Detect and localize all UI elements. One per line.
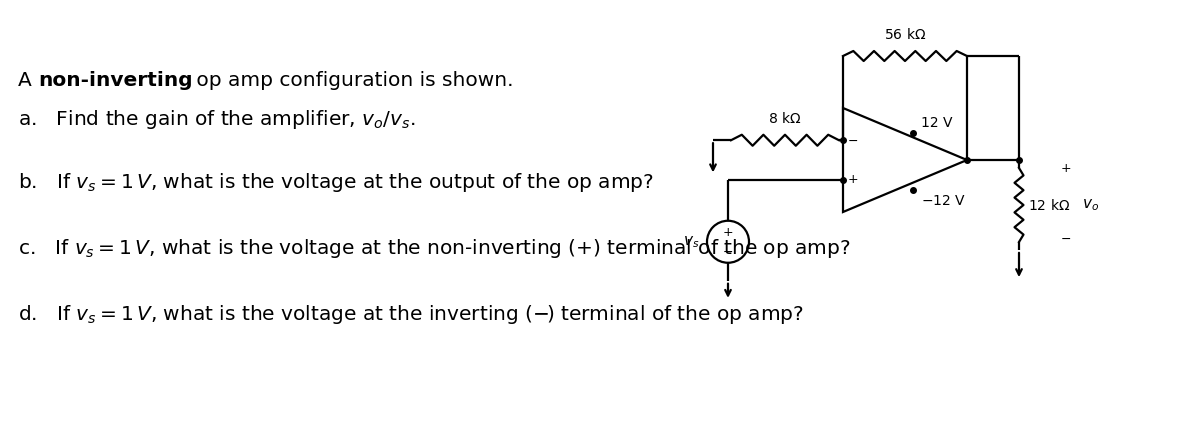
Text: 12 k$\Omega$: 12 k$\Omega$	[1028, 197, 1070, 213]
Text: c.   If $v_s = 1\,V$, what is the voltage at the non-inverting $(+)$ terminal of: c. If $v_s = 1\,V$, what is the voltage …	[18, 238, 851, 260]
Text: 56 k$\Omega$: 56 k$\Omega$	[884, 27, 926, 42]
Text: $v_s$: $v_s$	[683, 234, 698, 250]
Text: A: A	[18, 70, 38, 89]
Text: op amp configuration is shown.: op amp configuration is shown.	[190, 70, 514, 89]
Text: non-inverting: non-inverting	[38, 70, 193, 89]
Text: d.   If $v_s = 1\,V$, what is the voltage at the inverting $(-\!)$ terminal of t: d. If $v_s = 1\,V$, what is the voltage …	[18, 304, 804, 327]
Text: +: +	[1061, 162, 1072, 175]
Text: $-$12 V: $-$12 V	[922, 194, 966, 208]
Text: +: +	[722, 226, 733, 239]
Text: a.   Find the gain of the amplifier, $v_o/v_s$.: a. Find the gain of the amplifier, $v_o/…	[18, 108, 415, 130]
Text: 12 V: 12 V	[922, 116, 953, 130]
Text: $-$: $-$	[1061, 232, 1072, 245]
Text: $v_o$: $v_o$	[1082, 197, 1099, 213]
Text: $-$: $-$	[847, 134, 858, 147]
Text: $-$: $-$	[722, 245, 733, 258]
Text: b.   If $v_s = 1\,V$, what is the voltage at the output of the op amp?: b. If $v_s = 1\,V$, what is the voltage …	[18, 171, 654, 194]
Text: $+$: $+$	[847, 173, 859, 186]
Text: 8 k$\Omega$: 8 k$\Omega$	[768, 111, 802, 126]
